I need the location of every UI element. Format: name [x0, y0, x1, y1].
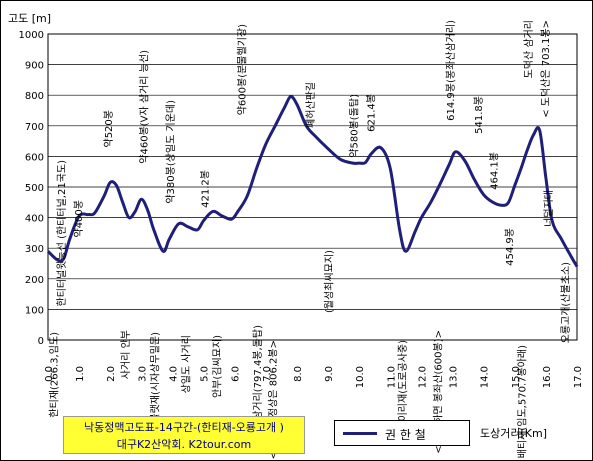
y-tick-label: 400 — [25, 214, 44, 225]
x-tick-label: 13.0 — [449, 366, 460, 388]
y-tick-label: 800 — [25, 91, 44, 102]
annotation-label: 폐허산판길 — [304, 82, 317, 128]
x-tick-label: 16.0 — [542, 366, 553, 388]
x-tick-label: 14.0 — [480, 366, 491, 388]
x-tick-label: 2.0 — [106, 366, 117, 382]
y-axis-label: 고도 [m] — [8, 12, 51, 25]
x-tick-label: 15.0 — [511, 366, 522, 388]
x-tick-label: 8.0 — [293, 366, 304, 382]
y-tick-label: 200 — [25, 275, 44, 286]
annotation-label: 배티재(임도,570.7봉아래) — [516, 345, 529, 458]
x-axis-label: 도상거리[Km] — [480, 427, 547, 440]
annotation-label: 약600봉(분물헬기장) — [237, 24, 249, 115]
legend-label: 권 한 철 — [385, 428, 426, 442]
x-tick-label: 3.0 — [137, 366, 148, 382]
x-tick-label: 10.0 — [355, 366, 366, 388]
x-tick-label: 0.0 — [44, 366, 55, 382]
annotation-label: 약460봉(V자 삼거리 능선) — [139, 50, 151, 164]
y-tick-label: 700 — [25, 122, 44, 133]
annotation-label: 약400봉 — [73, 200, 85, 238]
title-box: 낙동정맥고도표-14구간-(한티재-오룡고개 ) 대구K2산악회. K2tour… — [63, 416, 305, 454]
annotation-label: 421.2봉 — [199, 170, 211, 208]
x-tick-label: 11.0 — [386, 366, 397, 388]
x-tick-label: 4.0 — [168, 366, 179, 382]
annotation-label: 오룡고개(산불초소) — [560, 262, 572, 344]
annotation-label: 상일도 사거리 — [181, 335, 193, 393]
y-tick-label: 500 — [25, 183, 44, 194]
grid — [48, 64, 577, 310]
x-tick-label: 6.0 — [231, 366, 242, 382]
annotation-label: < 도덕산은 703.1봉> — [540, 20, 552, 118]
x-axis-ticks: 0.0 1.0 2.0 3.0 4.0 5.0 6.0 7.0 8.0 9.0 10.0 11.0 12… — [44, 366, 584, 388]
annotation-label: 도덕산 삼거리 — [523, 20, 535, 78]
annotation-label: 약520봉 — [103, 110, 115, 148]
x-tick-label: 1.0 — [75, 366, 86, 382]
annotation-label: 621.4봉 — [366, 94, 378, 132]
elevation-line — [46, 95, 579, 268]
y-axis-ticks: 0 100 200 300 400 500 600 700 800 900 1000 — [19, 30, 44, 347]
y-tick-label: 1000 — [19, 30, 44, 41]
annotation-label: 464.1봉 — [489, 152, 501, 190]
y-tick-label: 300 — [25, 244, 44, 255]
annotation-label: 한티터널윗능선 (한티터널,21국도) — [56, 160, 68, 307]
annotation-label: 약580봉(돌탑) — [349, 94, 361, 158]
y-tick-label: 100 — [25, 305, 44, 316]
x-tick-label: 7.0 — [262, 366, 273, 382]
x-tick-label: 9.0 — [324, 366, 335, 382]
x-tick-label: 17.0 — [573, 366, 584, 388]
annotation-label: 614.9봉(봉좌산삼거리) — [445, 20, 457, 121]
legend: 권 한 철 — [334, 420, 470, 446]
annotation-label: 한티재(266.3,임도) — [47, 332, 60, 418]
annotations: 한티재(266.3,임도) 한티터널윗능선 (한티터널,21국도) 약400봉 약52… — [47, 20, 572, 459]
x-tick-label: 5.0 — [200, 366, 211, 382]
y-tick-label: 600 — [25, 152, 44, 163]
y-tick-label: 900 — [25, 61, 44, 72]
title-line-1: 낙동정맥고도표-14구간-(한티재-오룡고개 ) — [84, 421, 284, 434]
annotation-label: 541.8봉 — [473, 96, 485, 134]
title-line-2: 대구K2산악회. K2tour.com — [116, 438, 252, 451]
annotation-label: 너덜지대 — [543, 190, 555, 227]
legend-swatch — [343, 432, 377, 435]
annotation-label: 안부(김씨묘지) — [212, 335, 224, 398]
annotation-label: 약380봉(상일도 기운데) — [165, 100, 177, 204]
annotation-label: (월성최씨묘지) — [324, 250, 336, 313]
y-tick-label: 0 — [38, 336, 44, 347]
x-tick-label: 12.0 — [417, 366, 428, 388]
annotation-label: 불랫재(시자상무밀문) — [149, 332, 161, 423]
annotation-label: 사거리 안부 — [120, 330, 132, 379]
plot-area-frame — [47, 33, 578, 341]
annotation-label: 이리재(도로공사중) — [397, 340, 409, 422]
annotation-label: 454.9봉 — [504, 228, 516, 266]
